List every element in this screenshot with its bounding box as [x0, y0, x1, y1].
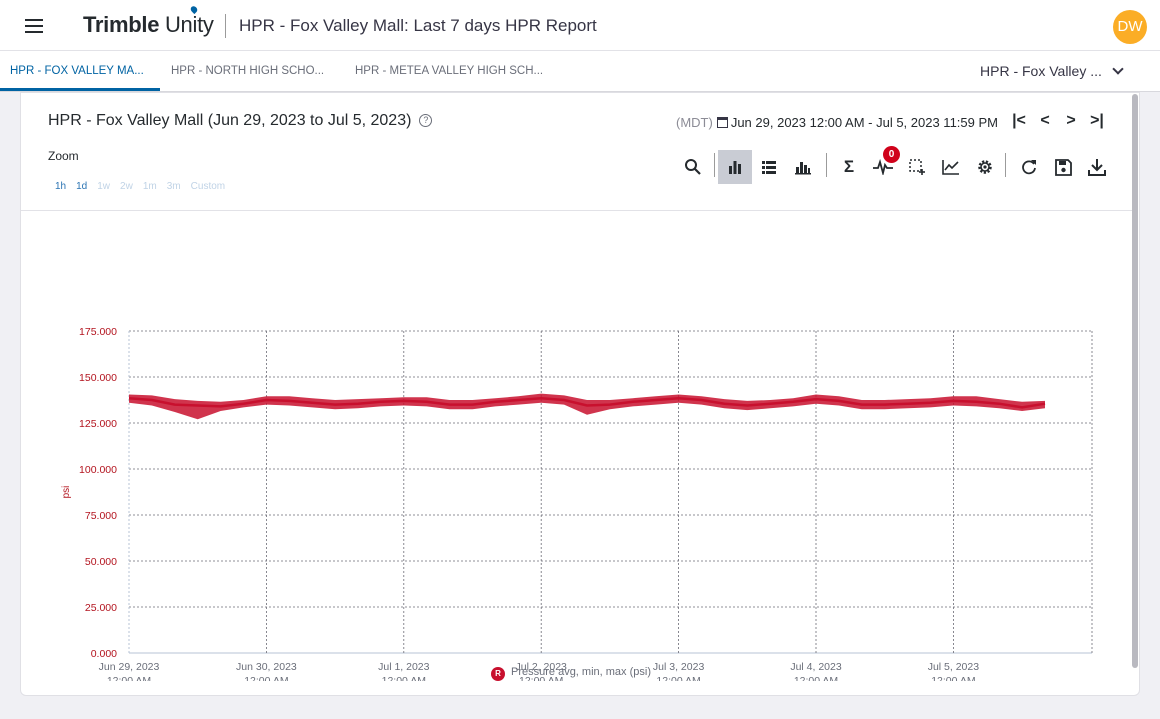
zoom-1m-button: 1m	[142, 181, 157, 192]
refresh-icon[interactable]	[1012, 150, 1046, 184]
y-tick-label: 50.000	[85, 556, 117, 568]
report-select[interactable]: HPR - Fox Valley ...	[980, 63, 1124, 79]
zoom-1w-button: 1w	[97, 181, 111, 192]
alert-count-badge: 0	[883, 146, 900, 163]
date-range-picker[interactable]: (MDT) Jun 29, 2023 12:00 AM - Jul 5, 2023…	[676, 115, 998, 130]
zoom-3m-button: 3m	[166, 181, 181, 192]
calendar-icon	[716, 117, 728, 128]
toolbar-divider	[1005, 153, 1006, 177]
brand-logo[interactable]: Trimble Unity	[83, 4, 214, 38]
prev-page-button[interactable]: <	[1040, 112, 1050, 129]
zoom-custom-button: Custom	[190, 181, 226, 192]
legend-marker: R	[491, 667, 505, 681]
chart-legend[interactable]: R Pressure avg, min, max (psi)	[491, 666, 651, 681]
first-page-button[interactable]: |<	[1012, 112, 1026, 129]
x-tick-time: 12:00 AM	[382, 675, 426, 681]
tab-north-high-school[interactable]: HPR - NORTH HIGH SCHO...	[171, 65, 325, 77]
active-tab-indicator	[0, 88, 160, 91]
download-icon[interactable]	[1080, 150, 1114, 184]
toolbar-divider	[714, 153, 715, 177]
x-tick-date: Jul 1, 2023	[378, 661, 430, 673]
x-tick-time: 12:00 AM	[244, 675, 288, 681]
y-tick-label: 100.000	[79, 464, 117, 476]
grouped-bar-icon[interactable]	[786, 150, 820, 184]
x-tick-date: Jul 3, 2023	[653, 661, 705, 673]
sigma-glyph: Σ	[843, 157, 855, 176]
toolbar-divider	[826, 153, 827, 177]
report-select-value: HPR - Fox Valley ...	[980, 63, 1102, 79]
x-tick-time: 12:00 AM	[931, 675, 975, 681]
chart-panel: HPR - Fox Valley Mall (Jun 29, 2023 to J…	[20, 92, 1140, 696]
y-tick-label: 25.000	[85, 602, 117, 614]
last-page-button[interactable]: >|	[1090, 112, 1104, 129]
x-tick-date: Jun 30, 2023	[236, 661, 297, 673]
save-icon[interactable]	[1046, 150, 1080, 184]
x-tick-date: Jul 4, 2023	[790, 661, 842, 673]
timezone-label: (MDT)	[676, 115, 713, 130]
zoom-label: Zoom	[48, 149, 79, 163]
sigma-icon[interactable]: Σ	[832, 150, 866, 184]
gear-icon[interactable]	[968, 150, 1002, 184]
date-range-text: Jun 29, 2023 12:00 AM - Jul 5, 2023 11:5…	[730, 115, 998, 130]
next-page-button[interactable]: >	[1066, 112, 1076, 129]
zoom-options: 1h 1d 1w 2w 1m 3m Custom	[55, 181, 235, 192]
line-chart-icon[interactable]	[934, 150, 968, 184]
brand-bold: Trimble	[83, 12, 160, 37]
y-tick-label: 125.000	[79, 418, 117, 430]
select-add-icon[interactable]	[900, 150, 934, 184]
pressure-chart[interactable]: 0.000 25.000 50.000 75.000 100.000 125.000 150…	[21, 211, 1133, 681]
app-header: Trimble Unity HPR - Fox Valley Mall: Las…	[0, 0, 1160, 51]
x-tick-date: Jun 29, 2023	[99, 661, 160, 673]
zoom-1h-button[interactable]: 1h	[55, 181, 67, 192]
x-tick-time: 12:00 AM	[107, 675, 151, 681]
search-icon[interactable]	[676, 150, 710, 184]
chevron-down-icon	[1112, 63, 1124, 75]
help-icon[interactable]: ?	[419, 114, 433, 127]
x-tick-time: 12:00 AM	[519, 675, 563, 681]
list-icon[interactable]	[752, 150, 786, 184]
zoom-2w-button: 2w	[120, 181, 133, 192]
tab-fox-valley[interactable]: HPR - FOX VALLEY MA...	[10, 65, 144, 77]
tab-metea-valley[interactable]: HPR - METEA VALLEY HIGH SCH...	[355, 65, 544, 77]
panel-title: HPR - Fox Valley Mall (Jun 29, 2023 to J…	[48, 112, 433, 130]
y-tick-label: 75.000	[85, 510, 117, 522]
header-divider	[225, 14, 226, 38]
zoom-1d-button[interactable]: 1d	[76, 181, 88, 192]
pulse-icon[interactable]: 0	[866, 146, 900, 184]
bar-chart-icon[interactable]	[718, 150, 752, 184]
x-tick-date: Jul 5, 2023	[928, 661, 980, 673]
panel-title-text: HPR - Fox Valley Mall (Jun 29, 2023 to J…	[48, 112, 412, 129]
x-tick-time: 12:00 AM	[794, 675, 838, 681]
menu-icon[interactable]	[25, 19, 43, 33]
panel-divider	[21, 210, 1133, 211]
x-tick-date: Jul 2, 2023	[516, 661, 568, 673]
y-tick-label: 175.000	[79, 326, 117, 338]
legend-label: Pressure avg, min, max (psi)	[511, 666, 651, 678]
page-title: HPR - Fox Valley Mall: Last 7 days HPR R…	[239, 16, 597, 35]
vertical-scrollbar[interactable]	[1132, 94, 1138, 668]
y-tick-label: 0.000	[91, 648, 117, 660]
tab-bar: HPR - FOX VALLEY MA... HPR - NORTH HIGH …	[0, 51, 1160, 92]
brand-light: Unity	[164, 12, 214, 37]
y-axis-label: psi	[61, 486, 72, 499]
user-avatar[interactable]: DW	[1113, 10, 1147, 44]
range-navigation: |< < > >|	[1006, 112, 1110, 130]
x-tick-time: 12:00 AM	[656, 675, 700, 681]
y-tick-label: 150.000	[79, 372, 117, 384]
